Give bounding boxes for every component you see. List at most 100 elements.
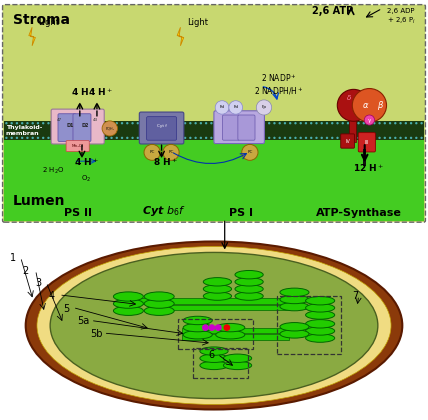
Circle shape — [289, 122, 291, 124]
Text: Fd: Fd — [220, 105, 225, 110]
Text: γ: γ — [368, 118, 371, 123]
Circle shape — [32, 136, 34, 139]
Text: PS II: PS II — [64, 208, 92, 218]
Circle shape — [58, 122, 60, 124]
Circle shape — [394, 136, 396, 139]
Circle shape — [337, 89, 370, 121]
Text: Cyt $b_6f$: Cyt $b_6f$ — [142, 205, 186, 218]
Bar — [363, 150, 366, 166]
Circle shape — [5, 136, 8, 139]
Circle shape — [410, 136, 412, 139]
Circle shape — [256, 100, 272, 115]
Ellipse shape — [113, 292, 143, 301]
Text: Light: Light — [39, 18, 59, 27]
Circle shape — [21, 122, 24, 124]
Circle shape — [364, 115, 374, 125]
Circle shape — [37, 122, 39, 124]
Circle shape — [32, 122, 34, 124]
Circle shape — [378, 136, 381, 139]
Circle shape — [68, 136, 71, 139]
Ellipse shape — [280, 295, 309, 304]
Circle shape — [229, 101, 243, 114]
Text: IV: IV — [345, 139, 350, 144]
Text: 4 H$^+$: 4 H$^+$ — [74, 157, 99, 168]
Circle shape — [163, 136, 165, 139]
Circle shape — [84, 136, 86, 139]
Circle shape — [158, 136, 160, 139]
Circle shape — [342, 122, 344, 124]
Circle shape — [410, 122, 412, 124]
Circle shape — [116, 136, 118, 139]
Circle shape — [210, 136, 213, 139]
FancyBboxPatch shape — [238, 115, 255, 140]
Circle shape — [208, 324, 215, 331]
Circle shape — [247, 122, 250, 124]
Circle shape — [215, 136, 218, 139]
Circle shape — [273, 136, 276, 139]
Circle shape — [173, 136, 176, 139]
Text: 2,6 ATP: 2,6 ATP — [312, 6, 354, 16]
Circle shape — [252, 136, 255, 139]
Ellipse shape — [280, 323, 309, 331]
Circle shape — [189, 136, 192, 139]
Circle shape — [263, 122, 265, 124]
Circle shape — [242, 136, 244, 139]
FancyBboxPatch shape — [214, 111, 265, 144]
Circle shape — [242, 122, 244, 124]
Ellipse shape — [183, 331, 212, 339]
Circle shape — [16, 136, 18, 139]
Circle shape — [263, 136, 265, 139]
Circle shape — [5, 122, 8, 124]
Circle shape — [144, 144, 160, 160]
Ellipse shape — [203, 292, 232, 300]
Circle shape — [152, 136, 155, 139]
Circle shape — [404, 122, 407, 124]
Circle shape — [247, 136, 250, 139]
FancyBboxPatch shape — [146, 117, 176, 140]
Circle shape — [279, 136, 281, 139]
Circle shape — [63, 136, 65, 139]
Text: 2 H$_2$O: 2 H$_2$O — [42, 165, 64, 176]
Circle shape — [100, 136, 102, 139]
Circle shape — [399, 122, 402, 124]
Circle shape — [357, 136, 360, 139]
Text: PC: PC — [247, 150, 253, 155]
Circle shape — [347, 122, 349, 124]
Text: Lumen: Lumen — [13, 194, 65, 208]
Circle shape — [131, 122, 134, 124]
Circle shape — [202, 324, 209, 331]
Circle shape — [16, 122, 18, 124]
Circle shape — [284, 122, 286, 124]
Circle shape — [352, 136, 354, 139]
Circle shape — [284, 136, 286, 139]
Circle shape — [200, 136, 202, 139]
Circle shape — [383, 136, 386, 139]
Text: Cyt f: Cyt f — [157, 124, 166, 129]
Circle shape — [89, 136, 92, 139]
Text: β: β — [377, 101, 382, 110]
Circle shape — [189, 122, 192, 124]
Circle shape — [105, 122, 107, 124]
Circle shape — [331, 122, 333, 124]
Text: 12 H$^+$: 12 H$^+$ — [353, 162, 383, 174]
Circle shape — [137, 122, 139, 124]
Bar — [193, 348, 248, 378]
Circle shape — [215, 122, 218, 124]
Ellipse shape — [113, 299, 143, 308]
Circle shape — [53, 136, 55, 139]
Circle shape — [168, 122, 170, 124]
Circle shape — [399, 136, 402, 139]
Bar — [182, 328, 289, 333]
Circle shape — [142, 136, 144, 139]
Ellipse shape — [235, 270, 263, 279]
Circle shape — [404, 136, 407, 139]
Text: D2: D2 — [82, 123, 89, 128]
Circle shape — [42, 136, 45, 139]
Text: Mn₄Cl: Mn₄Cl — [72, 144, 83, 148]
Ellipse shape — [223, 354, 252, 362]
Text: PS I: PS I — [229, 208, 253, 218]
Ellipse shape — [223, 361, 252, 370]
Circle shape — [105, 136, 107, 139]
Text: α: α — [363, 101, 369, 110]
Circle shape — [163, 144, 179, 160]
